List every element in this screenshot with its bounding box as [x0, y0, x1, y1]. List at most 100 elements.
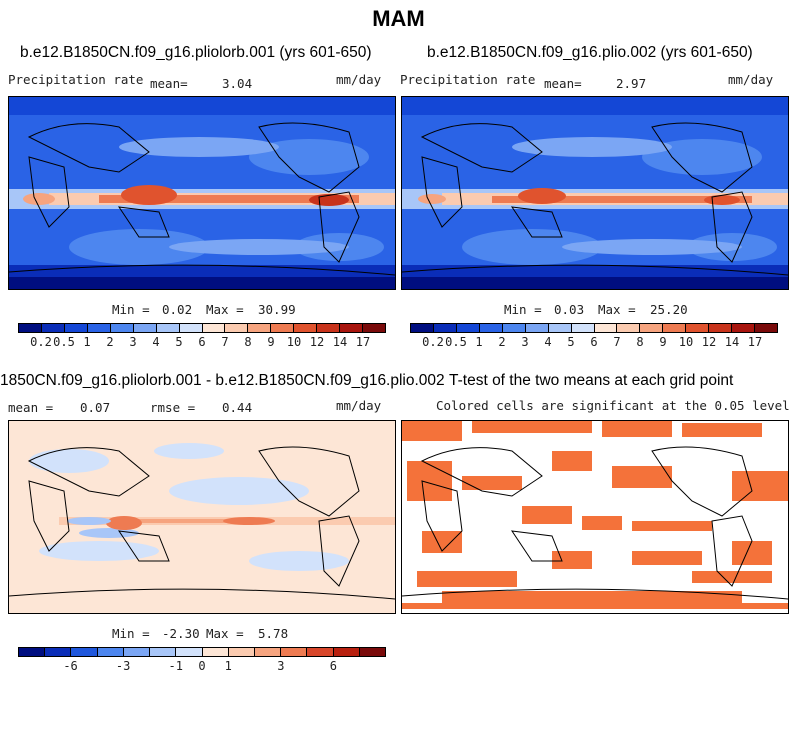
panel-a-title: b.e12.B1850CN.f09_g16.pliolorb.001 (yrs …: [20, 44, 372, 61]
colorbar-b-swatch: [663, 324, 687, 332]
colorbar-b-label: 4: [544, 335, 552, 349]
colorbar-c-label: -6: [63, 659, 78, 673]
panel-a-colorbar-labels: 0.2 0.5 1 2 3 4 5 6 7 8 9 10 12 14 17: [18, 335, 386, 351]
panel-b-colorbar-labels: 0.2 0.5 1 2 3 4 5 6 7 8 9 10 12 14 17: [410, 335, 778, 351]
panel-c-mean-value: 0.07: [80, 400, 111, 415]
colorbar-b-swatch: [709, 324, 733, 332]
colorbar-a-label: 4: [152, 335, 160, 349]
colorbar-b-label: 6: [590, 335, 598, 349]
colorbar-c-swatch: [19, 648, 46, 656]
panel-c-max-value: 5.78: [258, 626, 289, 641]
colorbar-c-swatch: [45, 648, 72, 656]
panel-d-significance-field: [402, 421, 788, 613]
colorbar-a-label: 0.5: [53, 335, 75, 349]
colorbar-c-label: 3: [277, 659, 285, 673]
colorbar-b-label: 9: [659, 335, 667, 349]
panel-c-map: [8, 420, 396, 614]
colorbar-a-swatch: [248, 324, 272, 332]
colorbar-b-swatch: [548, 324, 572, 332]
panel-c-title: 1850CN.f09_g16.pliolorb.001 - b.e12.B185…: [0, 372, 445, 389]
panel-b-units: mm/day: [728, 72, 774, 87]
panel-b-max-value: 25.20: [650, 302, 688, 317]
colorbar-a-label: 0.2: [30, 335, 52, 349]
panel-a-min-value: 0.02: [162, 302, 193, 317]
panel-b-map: [401, 96, 789, 290]
colorbar-c-swatch: [71, 648, 98, 656]
colorbar-b-label: 17: [747, 335, 763, 349]
colorbar-b-label: 1: [475, 335, 483, 349]
panel-c-colorbar: [18, 647, 386, 657]
colorbar-a-label: 14: [332, 335, 348, 349]
colorbar-b-swatch: [479, 324, 503, 332]
panel-a-colorbar: [18, 323, 386, 333]
colorbar-c-swatch: [123, 648, 151, 656]
panel-b-colorbar: [410, 323, 778, 333]
colorbar-b-swatch: [502, 324, 526, 332]
colorbar-a-label: 1: [83, 335, 91, 349]
panel-a-map: [8, 96, 396, 290]
colorbar-c-label: -1: [168, 659, 183, 673]
panel-c-diff-field: [9, 421, 395, 613]
colorbar-c-swatch: [333, 648, 360, 656]
panel-a-precip-field: [9, 97, 395, 289]
colorbar-a-swatch: [294, 324, 318, 332]
colorbar-a-label: 7: [221, 335, 229, 349]
panel-c-min-label: Min =: [112, 626, 150, 641]
colorbar-c-swatch: [150, 648, 177, 656]
colorbar-a-swatch: [110, 324, 134, 332]
panel-b-precip-field: [402, 97, 788, 289]
colorbar-a-label: 8: [244, 335, 252, 349]
colorbar-b-label: 0.2: [422, 335, 444, 349]
panel-b-title: b.e12.B1850CN.f09_g16.plio.002 (yrs 601-…: [427, 44, 753, 61]
colorbar-a-label: 3: [129, 335, 137, 349]
colorbar-a-swatch: [19, 324, 42, 332]
colorbar-b-swatch: [686, 324, 710, 332]
colorbar-a-swatch: [179, 324, 203, 332]
panel-a-max-value: 30.99: [258, 302, 296, 317]
colorbar-c-label: -3: [115, 659, 131, 673]
panel-a-variable: Precipitation rate: [8, 72, 144, 87]
colorbar-a-label: 2: [106, 335, 114, 349]
colorbar-c-label: 0: [198, 659, 206, 673]
panel-a-mean-value: 3.04: [222, 76, 253, 91]
colorbar-a-label: 9: [267, 335, 275, 349]
colorbar-a-swatch: [133, 324, 157, 332]
colorbar-c-swatch: [202, 648, 229, 656]
colorbar-a-swatch: [64, 324, 88, 332]
panel-d-subtitle: Colored cells are significant at the 0.0…: [436, 398, 790, 413]
colorbar-b-label: 12: [701, 335, 717, 349]
colorbar-c-label: 1: [224, 659, 232, 673]
colorbar-b-swatch: [571, 324, 595, 332]
colorbar-c-swatch: [307, 648, 334, 656]
panel-d-map: [401, 420, 789, 614]
panel-b-variable: Precipitation rate: [400, 72, 536, 87]
colorbar-a-swatch: [340, 324, 364, 332]
colorbar-b-swatch: [640, 324, 664, 332]
colorbar-b-swatch: [594, 324, 618, 332]
colorbar-c-swatch: [228, 648, 255, 656]
panel-b-mean-label: mean=: [544, 76, 582, 91]
colorbar-a-label: 5: [175, 335, 183, 349]
colorbar-a-swatch: [363, 324, 385, 332]
panel-b-mean-value: 2.97: [616, 76, 647, 91]
colorbar-b-swatch: [411, 324, 434, 332]
colorbar-c-label: 6: [329, 659, 338, 673]
colorbar-b-label: 3: [521, 335, 529, 349]
colorbar-b-label: 10: [678, 335, 694, 349]
colorbar-a-swatch: [87, 324, 111, 332]
panel-d-significant-cells: [402, 421, 788, 609]
colorbar-a-swatch: [225, 324, 249, 332]
panel-a-max-label: Max =: [206, 302, 244, 317]
colorbar-a-swatch: [317, 324, 341, 332]
colorbar-b-swatch: [617, 324, 641, 332]
colorbar-b-swatch: [456, 324, 480, 332]
colorbar-b-label: 2: [498, 335, 506, 349]
panel-b-min-value: 0.03: [554, 302, 585, 317]
colorbar-b-label: 8: [636, 335, 644, 349]
colorbar-b-label: 5: [567, 335, 575, 349]
panel-c-max-label: Max =: [206, 626, 244, 641]
panel-c-rmse-label: rmse =: [150, 400, 196, 415]
colorbar-b-swatch: [732, 324, 756, 332]
colorbar-c-swatch: [359, 648, 386, 656]
colorbar-c-swatch: [176, 648, 203, 656]
